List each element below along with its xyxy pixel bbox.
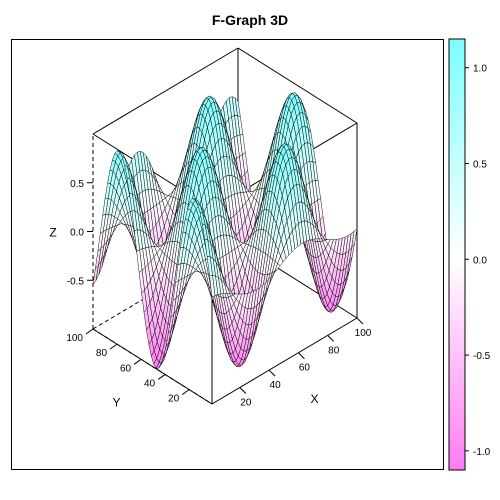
colorbar-tick-label: 0.0 [473, 255, 487, 266]
box-edge [92, 47, 239, 135]
y-tick-mark [181, 389, 190, 396]
x-tick-label: 20 [240, 397, 252, 408]
y-tick-label: 60 [120, 363, 132, 374]
x-tick-mark [298, 352, 305, 360]
surface-mesh [92, 92, 358, 369]
z-axis-title: Z [49, 226, 56, 240]
x-tick-label: 80 [328, 345, 340, 356]
y-tick-mark [109, 343, 118, 350]
y-tick-mark [157, 374, 166, 380]
y-tick-label: 20 [168, 394, 180, 405]
box-edge [237, 47, 358, 124]
x-tick-label: 100 [355, 328, 372, 339]
z-tick-label: 0.5 [70, 179, 84, 190]
x-tick-mark [356, 317, 364, 325]
x-tick-mark [239, 387, 247, 394]
x-tick-label: 40 [270, 380, 282, 391]
axes: 20 40 60 80 100 20 40 60 80 100 -0.5 0.0 0.5 X Y Z [49, 179, 371, 410]
x-tick-label: 60 [299, 363, 311, 374]
colorbar-tick-label: 0.5 [473, 160, 487, 171]
y-tick-label: 100 [66, 333, 83, 344]
x-axis-title: X [310, 392, 318, 406]
surface-cell [209, 275, 216, 298]
x-tick-mark [268, 369, 276, 377]
colorbar-gradient [448, 38, 466, 471]
y-axis-title: Y [112, 396, 120, 410]
y-tick-mark [133, 358, 142, 365]
x-tick-mark [327, 335, 335, 342]
box-edge [211, 317, 358, 405]
box-edge [92, 328, 213, 405]
z-tick-label: -0.5 [67, 276, 85, 287]
colorbar-tick-label: 1.0 [473, 64, 487, 75]
colorbar-tick-label: -0.5 [473, 351, 491, 362]
y-tick-label: 40 [144, 378, 156, 389]
colorbar-tick-label: -1.0 [473, 447, 491, 458]
y-tick-mark [85, 328, 94, 335]
z-tick-label: 0.0 [70, 228, 84, 239]
chart-title: F-Graph 3D [211, 12, 289, 28]
y-tick-label: 80 [96, 348, 108, 359]
